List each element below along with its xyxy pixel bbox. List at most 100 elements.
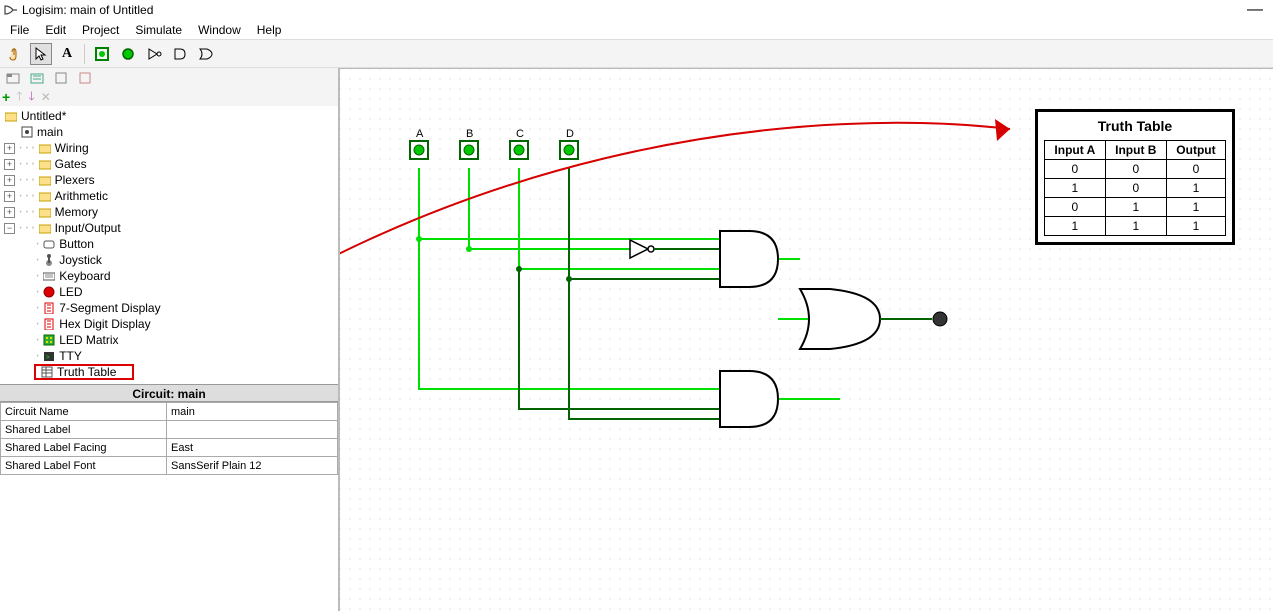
folder-icon	[38, 157, 52, 171]
or-gate[interactable]	[800, 289, 880, 349]
menu-file[interactable]: File	[4, 23, 35, 37]
wire[interactable]	[569, 168, 720, 279]
tree-root[interactable]: Untitled*	[0, 108, 338, 124]
explorer-toolbar	[0, 68, 338, 88]
title-bar: Logisim: main of Untitled —	[0, 0, 1273, 20]
property-row[interactable]: Circuit Namemain	[1, 403, 338, 421]
tree-folder[interactable]: +···Arithmetic	[0, 188, 338, 204]
tree-folder-io[interactable]: − ··· Input/Output	[0, 220, 338, 236]
truth-table-cell: 0	[1045, 160, 1106, 179]
add-circuit-icon[interactable]: +	[2, 89, 10, 105]
table-icon	[40, 365, 54, 379]
wire[interactable]	[569, 279, 720, 419]
wire[interactable]	[469, 168, 630, 249]
move-up-icon[interactable]: 🡑	[16, 87, 22, 108]
menu-help[interactable]: Help	[251, 23, 288, 37]
menu-project[interactable]: Project	[76, 23, 125, 37]
tree-item[interactable]: ·Hex Digit Display	[0, 316, 338, 332]
circuit-canvas[interactable]: ABCD Truth Table Input AInput BOutput 00…	[340, 68, 1273, 611]
truth-table-cell: 1	[1166, 198, 1225, 217]
tree-item[interactable]: ·Keyboard	[0, 268, 338, 284]
property-value[interactable]: East	[167, 439, 338, 457]
not-gate-tool-icon[interactable]	[143, 43, 165, 65]
expand-icon[interactable]: +	[4, 191, 15, 202]
window-title: Logisim: main of Untitled	[22, 3, 1241, 17]
folder-icon	[38, 205, 52, 219]
move-down-icon[interactable]: 🡓	[28, 87, 34, 108]
truth-table-cell: 0	[1045, 198, 1106, 217]
properties-header: Circuit: main	[0, 384, 338, 402]
output-pin-tool-icon[interactable]	[117, 43, 139, 65]
wire[interactable]	[519, 168, 720, 269]
truth-table-cell: 0	[1105, 179, 1166, 198]
keyboard-icon	[42, 269, 56, 283]
collapse-icon[interactable]: −	[4, 223, 15, 234]
tree-item[interactable]: ·LED Matrix	[0, 332, 338, 348]
junction	[466, 246, 472, 252]
tree-item-label: TTY	[59, 349, 82, 363]
junction	[516, 266, 522, 272]
tree-main[interactable]: main	[0, 124, 338, 140]
input-pin-tool-icon[interactable]	[91, 43, 113, 65]
expand-icon[interactable]: +	[4, 159, 15, 170]
not-gate[interactable]	[630, 240, 648, 258]
pin-label: D	[566, 128, 574, 140]
tree-item-label: Joystick	[59, 253, 102, 267]
minimize-button[interactable]: —	[1241, 1, 1269, 19]
expand-icon[interactable]: +	[4, 207, 15, 218]
truth-table-cell: 0	[1105, 160, 1166, 179]
tree-item[interactable]: ·>TTY	[0, 348, 338, 364]
tree-folder[interactable]: +···Gates	[0, 156, 338, 172]
project-tree[interactable]: Untitled* main +···Wiring+···Gates+···Pl…	[0, 106, 338, 384]
menu-edit[interactable]: Edit	[39, 23, 72, 37]
tree-folder-io-label: Input/Output	[55, 221, 121, 235]
tree-item-label: LED	[59, 285, 82, 299]
property-value[interactable]	[167, 421, 338, 439]
and-gate[interactable]	[720, 231, 778, 287]
tree-item[interactable]: Truth Table	[34, 364, 134, 380]
truth-table-cell: 1	[1166, 179, 1225, 198]
tree-item-label: Truth Table	[57, 365, 116, 379]
and-gate-tool-icon[interactable]	[169, 43, 191, 65]
tree-item[interactable]: ·LED	[0, 284, 338, 300]
truth-table-row: 011	[1045, 198, 1226, 217]
output-pin[interactable]	[933, 312, 947, 326]
tree-folder[interactable]: +···Memory	[0, 204, 338, 220]
tree-root-label: Untitled*	[21, 109, 66, 123]
seg7-icon	[42, 301, 56, 315]
tree-item[interactable]: ·Joystick	[0, 252, 338, 268]
property-row[interactable]: Shared Label FacingEast	[1, 439, 338, 457]
tree-item[interactable]: ·Button	[0, 236, 338, 252]
select-tool-icon[interactable]	[30, 43, 52, 65]
or-gate-tool-icon[interactable]	[195, 43, 217, 65]
expand-icon[interactable]: +	[4, 175, 15, 186]
and-gate[interactable]	[720, 371, 778, 427]
tree-folder[interactable]: +···Wiring	[0, 140, 338, 156]
truth-table-header: Input A	[1045, 141, 1106, 160]
delete-icon[interactable]: ✕	[41, 90, 51, 104]
folder-icon	[38, 173, 52, 187]
tree-item-label: Keyboard	[59, 269, 110, 283]
button-icon	[42, 237, 56, 251]
truth-table-header: Input B	[1105, 141, 1166, 160]
seg7-icon	[42, 317, 56, 331]
menu-window[interactable]: Window	[192, 23, 247, 37]
tree-folder[interactable]: +···Plexers	[0, 172, 338, 188]
property-value[interactable]: main	[167, 403, 338, 421]
proj-icon-4[interactable]	[74, 67, 96, 89]
poke-tool-icon[interactable]	[4, 43, 26, 65]
proj-icon-3[interactable]	[50, 67, 72, 89]
property-value[interactable]: SansSerif Plain 12	[167, 457, 338, 475]
property-name: Circuit Name	[1, 403, 167, 421]
property-row[interactable]: Shared Label FontSansSerif Plain 12	[1, 457, 338, 475]
property-row[interactable]: Shared Label	[1, 421, 338, 439]
app-logo-icon	[4, 3, 18, 17]
truth-table-row: 111	[1045, 217, 1226, 236]
expand-icon[interactable]: +	[4, 143, 15, 154]
tree-item-label: Button	[59, 237, 94, 251]
tree-item-label: Hex Digit Display	[59, 317, 150, 331]
text-tool-icon[interactable]: A	[56, 43, 78, 65]
truth-table-row: 101	[1045, 179, 1226, 198]
tree-item[interactable]: ·7-Segment Display	[0, 300, 338, 316]
menu-simulate[interactable]: Simulate	[129, 23, 188, 37]
